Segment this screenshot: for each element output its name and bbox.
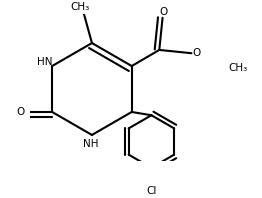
Text: Cl: Cl bbox=[146, 186, 157, 196]
Text: CH₃: CH₃ bbox=[71, 2, 90, 12]
Text: O: O bbox=[159, 7, 167, 17]
Text: HN: HN bbox=[37, 57, 52, 67]
Text: O: O bbox=[16, 107, 24, 117]
Text: CH₃: CH₃ bbox=[229, 63, 248, 73]
Text: NH: NH bbox=[83, 139, 99, 149]
Text: O: O bbox=[192, 48, 200, 58]
